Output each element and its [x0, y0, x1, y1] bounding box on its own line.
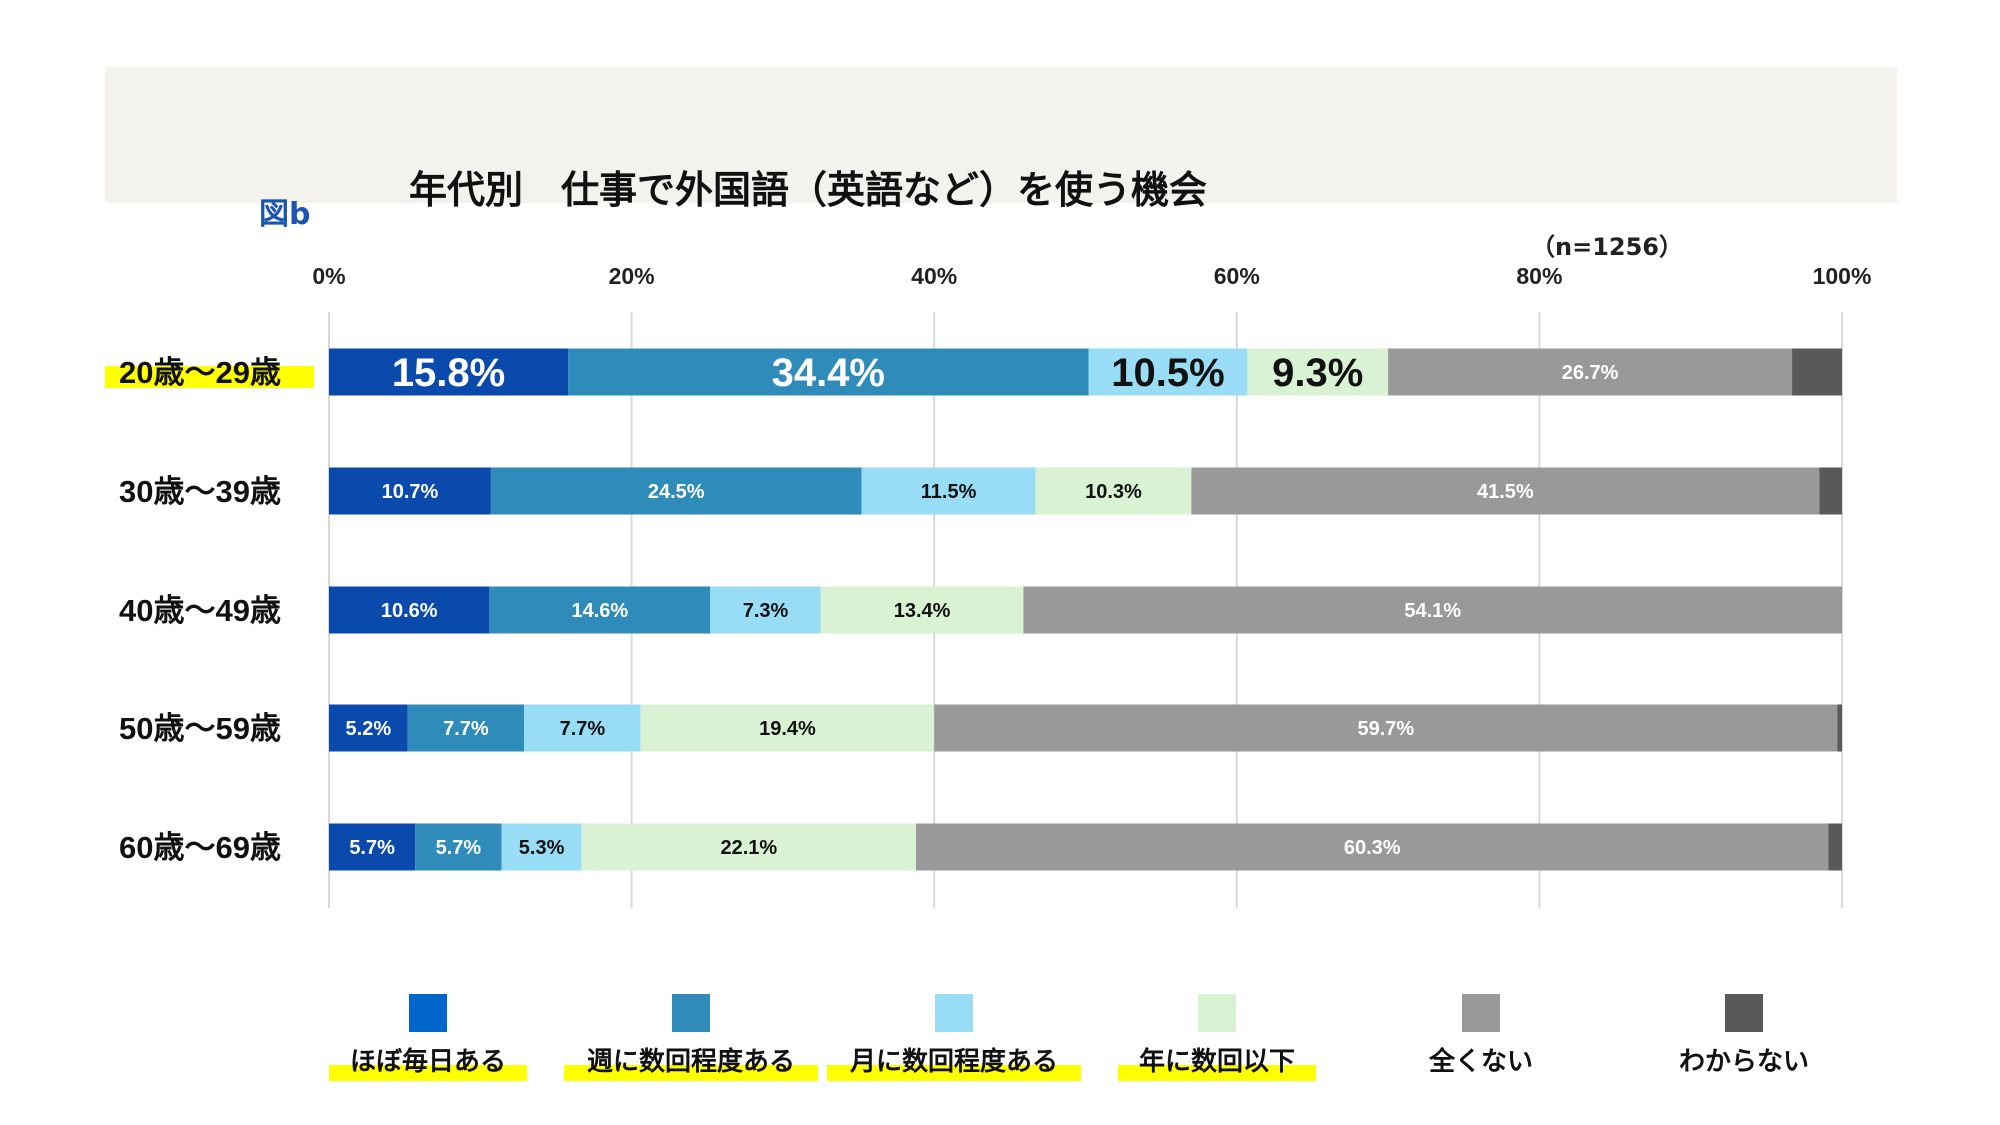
bar-segment: [1247, 348, 1389, 396]
bar-segment: [329, 348, 569, 396]
data-label: 59.7%: [1357, 718, 1414, 740]
legend-label: ほぼ毎日ある: [350, 1046, 506, 1076]
data-label: 10.7%: [382, 481, 439, 503]
data-label: 60.3%: [1344, 837, 1401, 859]
legend-swatch: [935, 994, 973, 1032]
legend-label: 週に数回程度ある: [587, 1046, 795, 1076]
data-label: 41.5%: [1477, 481, 1534, 503]
bar-segment: [640, 704, 935, 752]
data-label: 10.5%: [1111, 351, 1224, 395]
legend-swatch: [1198, 994, 1236, 1032]
data-label: 54.1%: [1404, 600, 1461, 622]
bar-segment: [415, 823, 502, 871]
data-label: 5.2%: [346, 718, 392, 740]
x-tick-label: 0%: [312, 263, 345, 289]
bar-segment: [329, 467, 491, 515]
category-label: 50歳～59歳: [119, 711, 281, 746]
category-highlight: [105, 366, 314, 388]
bar-segment: [1388, 348, 1793, 396]
bar-segment: [1819, 467, 1842, 515]
bar-segment: [1792, 348, 1842, 396]
data-label: 22.1%: [720, 837, 777, 859]
x-tick-label: 60%: [1214, 263, 1260, 289]
bar-segment: [1837, 704, 1842, 752]
bar-segment: [329, 586, 490, 634]
x-tick-label: 40%: [911, 263, 957, 289]
sample-size: （n=1256）: [1531, 233, 1683, 261]
data-label: 9.3%: [1272, 351, 1363, 395]
data-label: 15.8%: [392, 351, 505, 395]
data-label: 5.7%: [436, 837, 482, 859]
data-label: 5.3%: [519, 837, 565, 859]
bar-segment: [329, 823, 416, 871]
bar-segment: [820, 586, 1024, 634]
legend-swatch: [409, 994, 447, 1032]
data-label: 19.4%: [759, 718, 816, 740]
category-label: 20歳～29歳: [119, 355, 281, 390]
bar-segment: [490, 467, 862, 515]
bar-segment: [934, 704, 1838, 752]
legend-swatch: [1725, 994, 1763, 1032]
bar-segment: [407, 704, 525, 752]
data-label: 7.7%: [560, 718, 606, 740]
data-label: 7.3%: [743, 600, 789, 622]
bar-segment: [916, 823, 1829, 871]
category-label: 40歳～49歳: [119, 593, 281, 628]
legend-highlight: [827, 1065, 1081, 1081]
bar-segment: [581, 823, 917, 871]
data-label: 34.4%: [772, 351, 885, 395]
bar-segment: [524, 704, 641, 752]
x-tick-label: 20%: [609, 263, 655, 289]
bar-segment: [1191, 467, 1820, 515]
data-label: 14.6%: [571, 600, 628, 622]
data-label: 10.6%: [381, 600, 438, 622]
data-label: 26.7%: [1562, 362, 1619, 384]
legend-label: 月に数回程度ある: [849, 1046, 1058, 1076]
data-label: 13.4%: [894, 600, 951, 622]
legend-highlight: [329, 1065, 527, 1081]
legend-highlight: [564, 1065, 818, 1081]
bar-segment: [710, 586, 821, 634]
data-label: 11.5%: [921, 481, 977, 503]
x-tick-label: 100%: [1813, 263, 1872, 289]
legend-label: 全くない: [1428, 1046, 1533, 1076]
bar-segment: [1035, 467, 1192, 515]
bar-segment: [861, 467, 1036, 515]
data-label: 7.7%: [443, 718, 489, 740]
bar-segment: [1828, 823, 1842, 871]
legend-label: 年に数回以下: [1139, 1046, 1295, 1076]
legend-highlight: [1118, 1065, 1316, 1081]
category-label: 30歳～39歳: [119, 474, 281, 509]
figure-label: 図b: [259, 197, 311, 232]
chart-header: 図b 年代別 仕事で外国語（英語など）を使う機会 （n=1256）: [105, 67, 1897, 261]
legend-label: わからない: [1679, 1046, 1809, 1076]
x-tick-label: 80%: [1516, 263, 1562, 289]
data-label: 10.3%: [1085, 481, 1142, 503]
bar-segment: [501, 823, 582, 871]
category-label: 60歳～69歳: [119, 830, 281, 865]
bar-segment: [1023, 586, 1842, 634]
data-label: 24.5%: [648, 481, 705, 503]
bar-segment: [568, 348, 1089, 396]
bar-segment: [329, 704, 408, 752]
chart-title: 年代別 仕事で外国語（英語など）を使う機会: [409, 168, 1208, 212]
legend-swatch: [1462, 994, 1500, 1032]
data-label: 5.7%: [349, 837, 395, 859]
bar-segment: [1088, 348, 1248, 396]
bar-segment: [489, 586, 711, 634]
legend-swatch: [672, 994, 710, 1032]
